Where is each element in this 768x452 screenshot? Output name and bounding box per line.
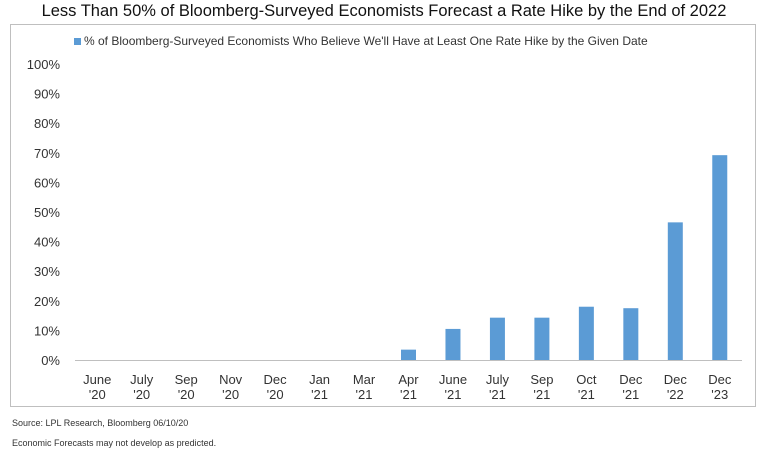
bar [534,317,550,360]
bar [445,328,461,360]
x-tick-label-year: '21 [489,387,506,402]
x-tick-label-year: '20 [178,387,195,402]
x-tick-label-year: '21 [622,387,639,402]
bar [578,306,594,360]
y-tick-label: 20% [34,294,60,309]
x-tick-label: Sep [175,372,198,387]
y-tick-label: 40% [34,235,60,250]
x-tick-label-year: '21 [311,387,328,402]
x-tick-label: Mar [353,372,376,387]
bar [667,222,683,360]
x-tick-label: Dec [708,372,732,387]
y-tick-label: 80% [34,116,60,131]
x-tick-label-year: '20 [89,387,106,402]
bar [489,317,505,360]
x-tick-label: Dec [264,372,288,387]
x-tick-label: June [439,372,467,387]
y-tick-label: 100% [27,57,61,72]
legend-label: % of Bloomberg-Surveyed Economists Who B… [84,34,648,48]
x-tick-label-year: '23 [711,387,728,402]
x-tick-label: Sep [530,372,553,387]
bar [623,308,639,360]
x-tick-label-year: '21 [400,387,417,402]
chart-frame [10,24,756,407]
x-tick-label: Jan [309,372,330,387]
y-tick-label: 0% [41,353,60,368]
legend-swatch [74,37,81,45]
x-tick-label-year: '20 [222,387,239,402]
x-tick-label-year: '21 [578,387,595,402]
x-tick-label: Oct [576,372,597,387]
x-tick-label: July [130,372,154,387]
source-note: Source: LPL Research, Bloomberg 06/10/20 [12,418,189,428]
x-tick-label-year: '20 [133,387,150,402]
x-tick-label: Nov [219,372,243,387]
x-tick-label-year: '21 [444,387,461,402]
y-tick-label: 10% [34,323,60,338]
y-tick-label: 70% [34,146,60,161]
y-tick-label: 50% [34,205,60,220]
y-tick-label: 90% [34,87,60,102]
chart-title: Less Than 50% of Bloomberg-Surveyed Econ… [41,2,727,20]
x-tick-label: July [486,372,510,387]
x-tick-label: Dec [664,372,688,387]
x-tick-label-year: '21 [533,387,550,402]
x-tick-label-year: '21 [356,387,373,402]
bar [712,155,728,360]
legend: % of Bloomberg-Surveyed Economists Who B… [74,34,648,48]
y-tick-label: 60% [34,175,60,190]
x-tick-label-year: '22 [667,387,684,402]
x-tick-label: Apr [398,372,419,387]
disclaimer-note: Economic Forecasts may not develop as pr… [12,438,217,448]
bar [401,349,416,360]
y-tick-label: 30% [34,264,60,279]
x-tick-label: June [83,372,111,387]
x-tick-label: Dec [619,372,643,387]
x-tick-label-year: '20 [267,387,284,402]
